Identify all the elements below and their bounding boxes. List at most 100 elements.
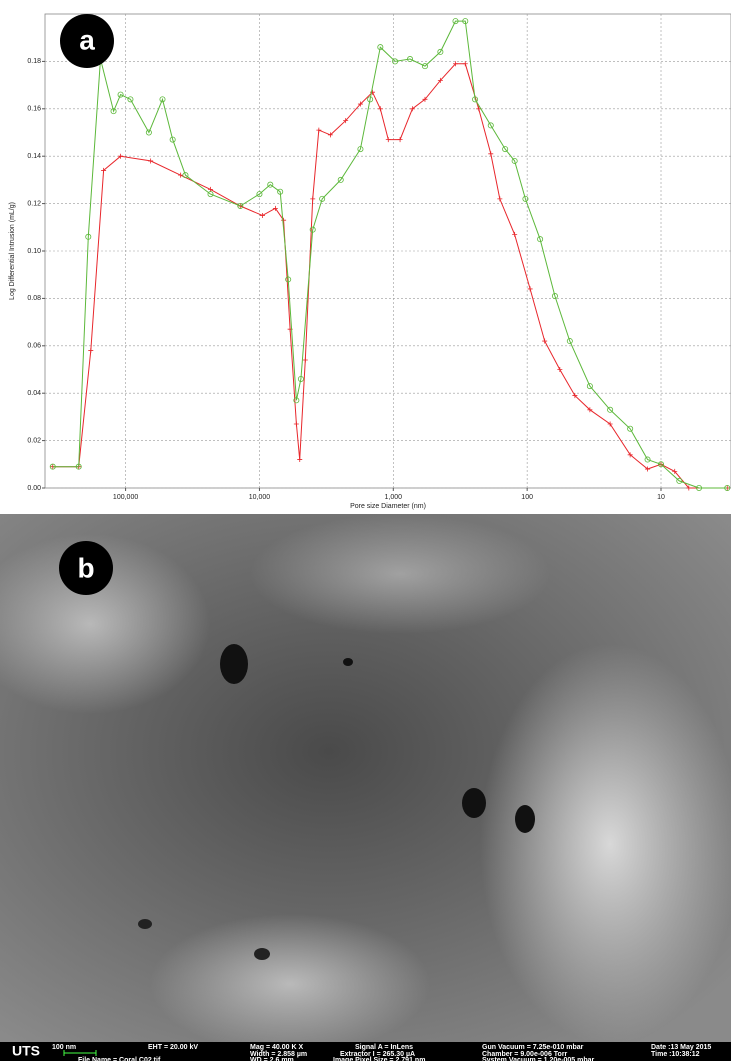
y-tick-label: 0.06 [27, 343, 41, 350]
marker [645, 466, 651, 472]
logo: UTS [12, 1043, 40, 1059]
marker [627, 452, 633, 458]
marker [169, 136, 176, 143]
ridge [0, 534, 210, 714]
marker [686, 485, 692, 491]
marker [587, 407, 593, 413]
marker [277, 188, 284, 195]
marker [437, 77, 443, 83]
marker [327, 132, 333, 138]
marker [497, 196, 503, 202]
marker [101, 167, 107, 173]
marker [462, 61, 468, 67]
y-tick-label: 0.16 [27, 106, 41, 113]
info-text: Time :10:38:12 [651, 1051, 700, 1058]
marker [110, 108, 117, 115]
marker [285, 276, 292, 283]
pore [462, 788, 486, 818]
panel-label: b [77, 552, 94, 583]
marker [551, 293, 558, 300]
y-tick-label: 0.10 [27, 248, 41, 255]
marker [724, 484, 731, 491]
marker [453, 61, 459, 67]
marker [542, 338, 548, 344]
pore [220, 644, 248, 684]
marker [127, 96, 134, 103]
marker [488, 151, 494, 157]
marker [237, 202, 244, 209]
marker [75, 463, 82, 470]
marker [309, 226, 316, 233]
panel-label: a [79, 24, 95, 55]
marker [357, 146, 364, 153]
marker [462, 18, 469, 25]
marker [572, 393, 578, 399]
y-tick-label: 0.12 [27, 200, 41, 207]
marker [377, 44, 384, 51]
ridge [480, 644, 731, 1044]
marker [644, 456, 651, 463]
marker [207, 191, 214, 198]
marker [259, 212, 265, 218]
info-text: 100 nm [52, 1044, 76, 1051]
panel-badge [59, 541, 113, 595]
marker [159, 96, 166, 103]
marker [397, 137, 403, 143]
marker [422, 96, 428, 102]
marker [522, 195, 529, 202]
marker [256, 191, 263, 198]
info-text: WD = 2.6 mm [250, 1057, 294, 1061]
marker [487, 122, 494, 129]
marker [607, 421, 613, 427]
marker [472, 96, 479, 103]
marker [118, 153, 124, 159]
y-tick-label: 0.14 [27, 153, 41, 160]
marker [377, 106, 383, 112]
chart: Log Differential Intrusion (mL/g) Pore s… [9, 13, 731, 510]
marker [566, 338, 573, 345]
info-text: Gun Vacuum = 7.25e-010 mbar [482, 1044, 584, 1051]
marker [293, 397, 300, 404]
marker [272, 205, 278, 211]
pore [138, 919, 152, 929]
marker [512, 231, 518, 237]
marker [502, 146, 509, 153]
info-text: Image Pixel Size = 2.791 nm [333, 1057, 425, 1061]
marker [421, 63, 428, 70]
marker [267, 181, 274, 188]
marker [85, 233, 92, 240]
pore [515, 805, 535, 833]
series-line [52, 20, 728, 489]
y-tick-label: 0.00 [27, 485, 41, 492]
marker [343, 118, 349, 124]
marker [337, 176, 344, 183]
panel-badge-a: a [60, 14, 114, 68]
y-tick-label: 0.18 [27, 58, 41, 65]
marker [319, 195, 326, 202]
info-text: Width = 2.858 µm [250, 1051, 307, 1058]
marker [407, 56, 414, 63]
marker [676, 477, 683, 484]
info-text: EHT = 20.00 kV [148, 1044, 198, 1051]
info-text: Signal A = InLens [355, 1044, 413, 1051]
info-text: Extractor I = 265.30 µA [340, 1051, 415, 1058]
marker [367, 96, 374, 103]
marker [88, 348, 94, 354]
marker [586, 383, 593, 390]
marker [316, 127, 322, 133]
x-tick-label: 10,000 [249, 494, 271, 501]
plot-area [44, 13, 731, 489]
marker [145, 129, 152, 136]
marker [281, 217, 287, 223]
marker [178, 172, 184, 178]
marker [117, 91, 124, 98]
ridge [150, 914, 430, 1054]
marker [537, 236, 544, 243]
marker [607, 406, 614, 413]
marker [409, 106, 415, 112]
y-axis-title: Log Differential Intrusion (mL/g) [9, 202, 16, 300]
marker [557, 367, 563, 372]
marker [357, 101, 363, 107]
marker [182, 172, 189, 179]
